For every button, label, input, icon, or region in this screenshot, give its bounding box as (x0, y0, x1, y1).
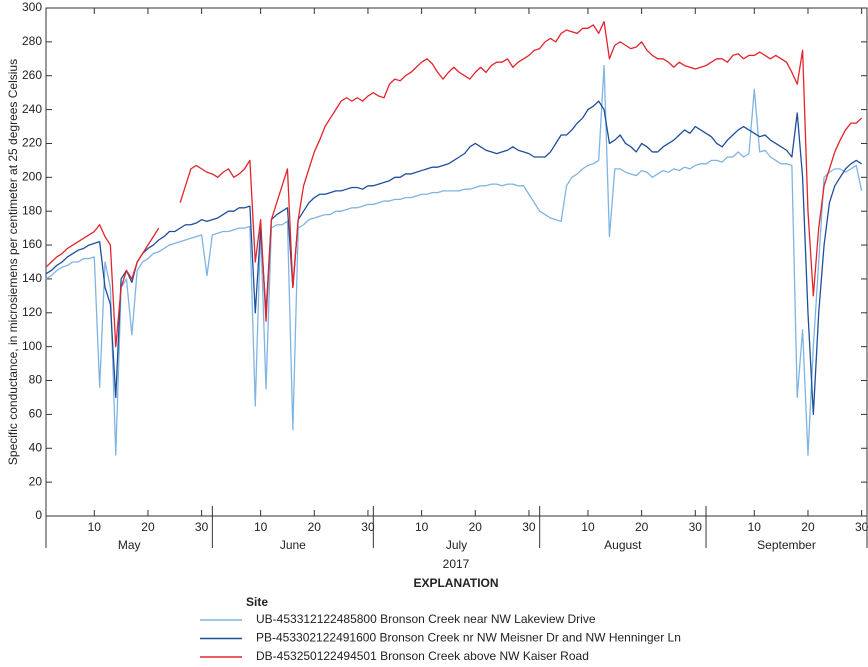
x-tick-label: 10 (581, 520, 595, 534)
series-line (45, 20, 863, 348)
y-tick-label: 40 (29, 440, 43, 454)
x-tick-label: 30 (522, 520, 536, 534)
month-label: June (280, 538, 306, 552)
y-tick-label: 200 (22, 170, 42, 184)
month-label: August (604, 538, 642, 552)
x-tick-label: 30 (361, 520, 375, 534)
y-tick-label: 20 (29, 474, 43, 488)
x-axis-title: 2017 (443, 557, 470, 571)
y-tick-label: 80 (29, 373, 43, 387)
month-label: July (446, 538, 467, 552)
y-tick-label: 280 (22, 34, 42, 48)
y-tick-label: 60 (29, 407, 43, 421)
x-tick-label: 20 (801, 520, 815, 534)
y-tick-label: 260 (22, 68, 42, 82)
series-line (45, 100, 862, 416)
y-tick-label: 240 (22, 102, 42, 116)
legend-label: PB-453302122491600 Bronson Creek nr NW M… (256, 631, 681, 645)
y-tick-label: 140 (22, 271, 42, 285)
x-tick-label: 20 (469, 520, 483, 534)
month-label: May (118, 538, 141, 552)
x-tick-label: 10 (415, 520, 429, 534)
x-tick-label: 30 (195, 520, 209, 534)
y-tick-label: 300 (22, 0, 42, 14)
y-tick-label: 100 (22, 339, 42, 353)
legend-title: EXPLANATION (413, 576, 498, 590)
x-tick-label: 10 (748, 520, 762, 534)
x-tick-label: 30 (855, 520, 868, 534)
y-tick-label: 220 (22, 136, 42, 150)
x-tick-label: 10 (88, 520, 102, 534)
plot-frame (45, 7, 868, 517)
legend-subtitle: Site (246, 595, 268, 609)
legend-label: UB-453312122485800 Bronson Creek near NW… (256, 612, 596, 626)
y-tick-label: 0 (35, 508, 42, 522)
y-tick-label: 180 (22, 203, 42, 217)
y-tick-label: 160 (22, 237, 42, 251)
series-line (45, 64, 863, 456)
x-tick-label: 20 (308, 520, 322, 534)
x-tick-label: 20 (635, 520, 649, 534)
y-tick-label: 120 (22, 305, 42, 319)
month-label: September (757, 538, 816, 552)
x-tick-label: 20 (141, 520, 155, 534)
legend-label: DB-453250122494501 Bronson Creek above N… (256, 649, 589, 663)
x-tick-label: 10 (254, 520, 268, 534)
x-tick-label: 30 (689, 520, 703, 534)
y-axis-title: Specific conductance, in microsiemens pe… (6, 59, 20, 465)
